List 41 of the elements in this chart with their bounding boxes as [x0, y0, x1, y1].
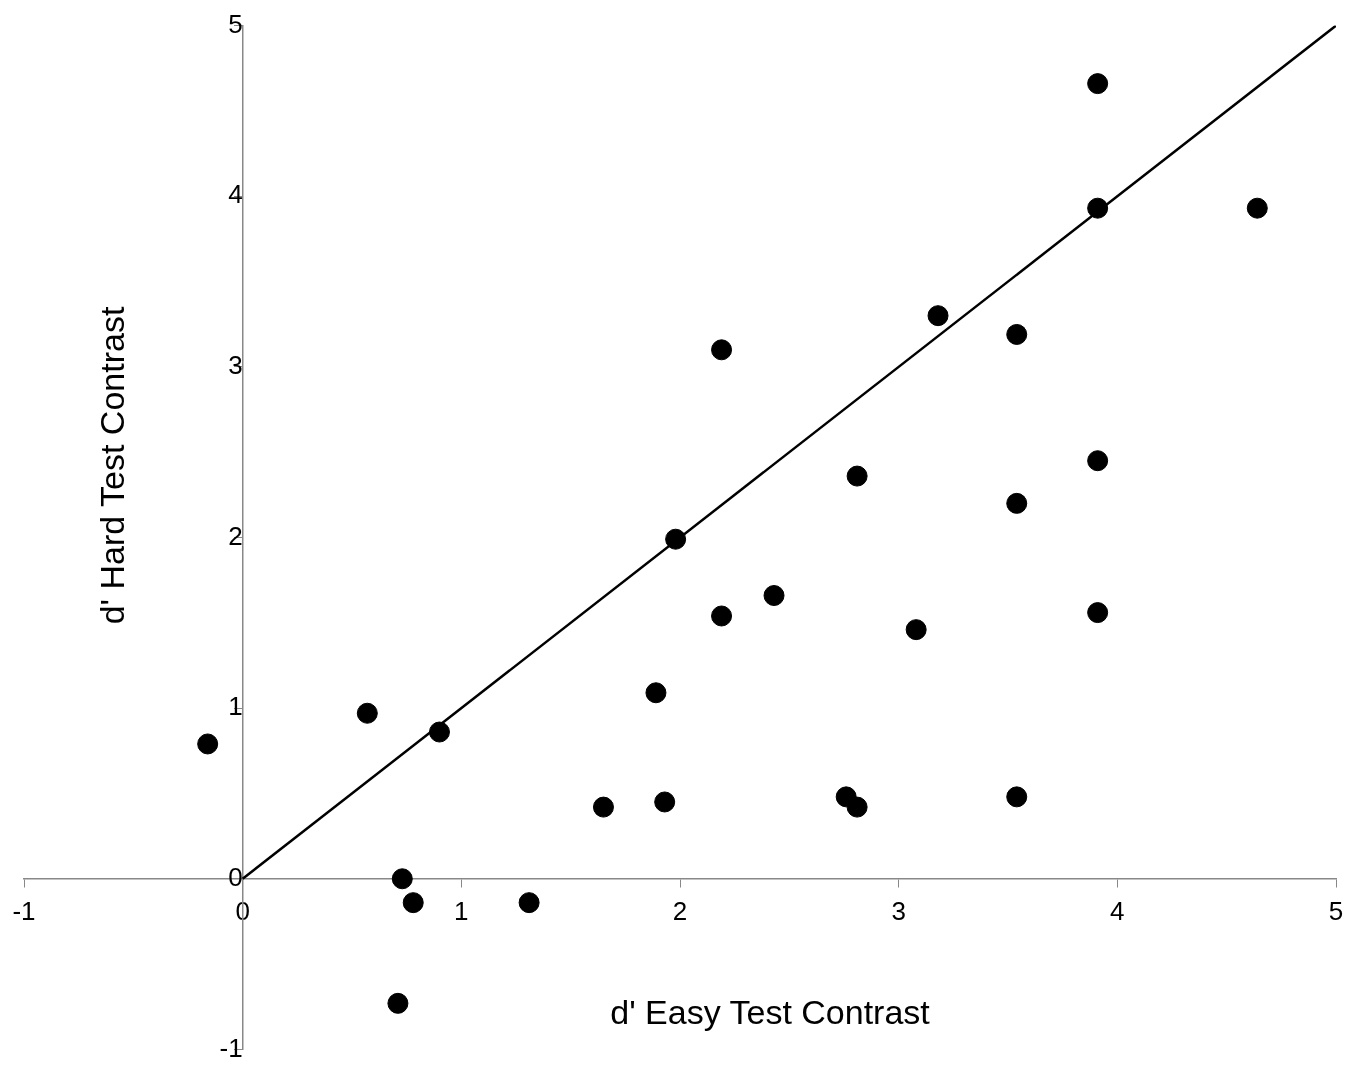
point	[592, 796, 614, 818]
point	[428, 721, 450, 743]
point	[711, 605, 733, 627]
y-tick-label: 5	[228, 8, 243, 39]
x-tick-label: 4	[1110, 895, 1125, 926]
point	[846, 796, 868, 818]
point	[665, 528, 687, 550]
point	[1087, 197, 1109, 219]
point	[197, 733, 219, 755]
point	[927, 305, 949, 327]
y-tick-label: 0	[228, 861, 243, 892]
point	[654, 791, 676, 813]
point	[387, 992, 409, 1014]
point	[711, 339, 733, 361]
y-tick-label: 1	[228, 691, 243, 722]
point	[1006, 323, 1028, 345]
x-tick-label: 3	[891, 895, 906, 926]
y-axis-title: d' Hard Test Contrast	[93, 306, 132, 625]
x-axis-title: d' Easy Test Contrast	[610, 993, 931, 1032]
point	[1087, 450, 1109, 472]
x-tick-label: 1	[454, 895, 469, 926]
point	[1006, 492, 1028, 514]
point	[1006, 786, 1028, 808]
x-tick-label: 5	[1328, 895, 1344, 926]
y-tick-label: -1	[219, 1032, 243, 1063]
y-tick-label: 4	[228, 179, 243, 210]
point	[402, 892, 424, 914]
x-tick-label: 2	[672, 895, 688, 926]
point	[1246, 197, 1268, 219]
point	[518, 892, 540, 914]
point	[763, 585, 785, 607]
point	[846, 465, 868, 487]
y-tick-label: 2	[228, 520, 243, 551]
point	[645, 682, 667, 704]
x-tick-label: -1	[12, 895, 36, 926]
point	[1087, 73, 1109, 95]
point	[356, 702, 378, 724]
y-tick-label: 3	[228, 350, 243, 381]
point	[391, 868, 413, 890]
point	[905, 619, 927, 641]
point	[1087, 602, 1109, 624]
